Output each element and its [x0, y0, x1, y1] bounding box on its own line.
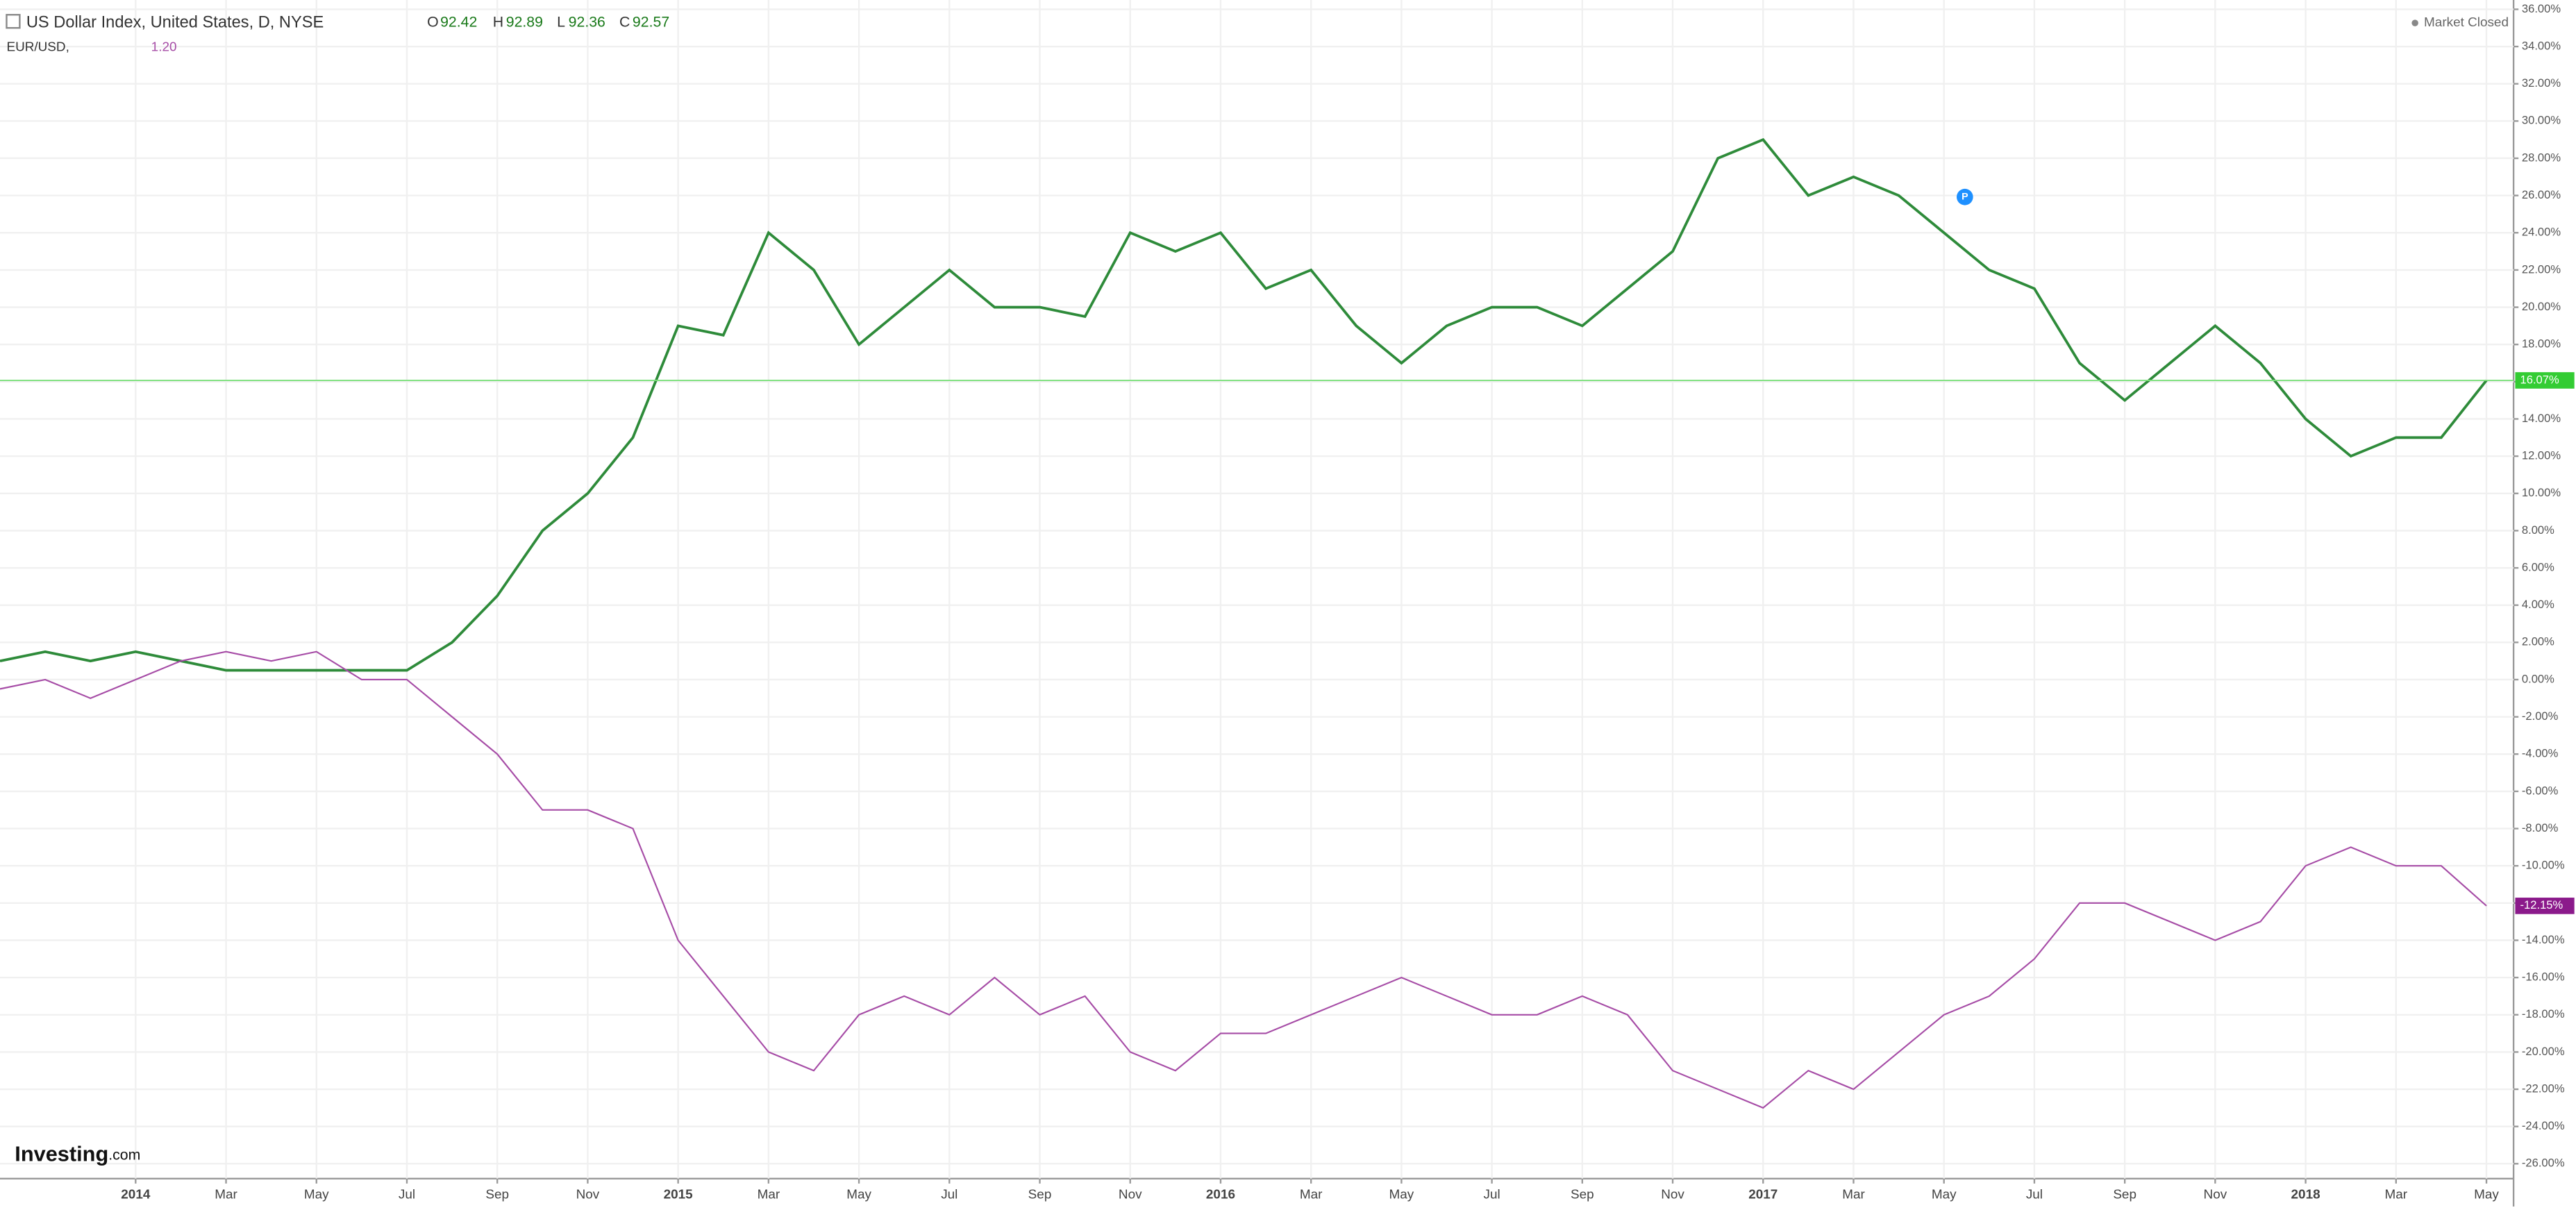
last-value-label: -12.15%: [2520, 898, 2564, 911]
x-tick-label: 2016: [1206, 1187, 1235, 1202]
x-tick-label: May: [304, 1187, 329, 1202]
logo-main: Investing: [15, 1142, 108, 1166]
x-tick-label: May: [846, 1187, 871, 1202]
y-tick-label: 2.00%: [2522, 635, 2554, 648]
x-tick-label: Mar: [758, 1187, 780, 1202]
y-tick-label: 36.00%: [2522, 2, 2561, 15]
x-tick-label: May: [1932, 1187, 1957, 1202]
y-tick-label: -6.00%: [2522, 784, 2559, 797]
event-marker-label: P: [1962, 192, 1968, 203]
y-tick-label: 24.00%: [2522, 226, 2561, 239]
x-tick-label: Sep: [1571, 1187, 1594, 1202]
y-tick-label: -20.00%: [2522, 1045, 2565, 1058]
y-tick-label: -2.00%: [2522, 709, 2559, 723]
x-tick-label: 2015: [664, 1187, 693, 1202]
y-tick-label: 30.00%: [2522, 114, 2561, 127]
y-tick-label: 28.00%: [2522, 151, 2561, 164]
y-tick-label: 6.00%: [2522, 560, 2554, 573]
x-tick-label: Nov: [1119, 1187, 1142, 1202]
status-dot: [2411, 19, 2418, 26]
series-line: [0, 650, 2487, 1109]
plot-area: [0, 137, 2514, 1109]
x-tick-label: 2014: [121, 1187, 151, 1202]
y-tick-label: -24.00%: [2522, 1119, 2565, 1132]
collapse-icon[interactable]: [6, 14, 21, 29]
event-marker[interactable]: [1956, 188, 1973, 205]
y-tick-label: -10.00%: [2522, 859, 2565, 872]
x-tick-label: Jul: [1484, 1187, 1500, 1202]
last-value-label: 16.07%: [2520, 373, 2559, 386]
y-tick-label: -14.00%: [2522, 933, 2565, 946]
x-tick-label: Jul: [399, 1187, 415, 1202]
y-tick-label: 10.00%: [2522, 486, 2561, 499]
y-tick-label: 12.00%: [2522, 449, 2561, 462]
x-tick-label: May: [2474, 1187, 2499, 1202]
x-tick-label: Nov: [2204, 1187, 2227, 1202]
y-tick-label: 32.00%: [2522, 76, 2561, 90]
logo: Investing.com: [15, 1142, 140, 1166]
y-tick-label: -22.00%: [2522, 1082, 2565, 1095]
ohlc-open-label: O: [427, 14, 439, 31]
last-value-box: [2515, 898, 2575, 914]
x-tick-label: Jul: [941, 1187, 957, 1202]
grid: [0, 0, 2514, 1179]
x-tick-label: Sep: [485, 1187, 509, 1202]
ohlc-low-label: L: [557, 14, 565, 31]
x-tick-label: Sep: [2113, 1187, 2136, 1202]
y-tick-label: 22.00%: [2522, 262, 2561, 276]
y-tick-label: -8.00%: [2522, 821, 2559, 834]
y-tick-label: 18.00%: [2522, 337, 2561, 351]
x-tick-label: 2017: [1748, 1187, 1778, 1202]
x-tick-label: Nov: [576, 1187, 600, 1202]
eur-value: 1.20: [151, 40, 177, 55]
last-value-box: [2515, 372, 2575, 389]
x-tick-label: Jul: [2026, 1187, 2043, 1202]
y-tick-label: 4.00%: [2522, 598, 2554, 611]
y-tick-label: -16.00%: [2522, 970, 2565, 984]
x-tick-label: Mar: [1842, 1187, 1865, 1202]
ohlc-close-label: C: [619, 14, 630, 31]
ohlc-open: 92.42: [440, 14, 477, 31]
ohlc-high: 92.89: [506, 14, 543, 31]
x-tick-label: 2018: [2291, 1187, 2320, 1202]
x-tick-label: Sep: [1028, 1187, 1052, 1202]
ohlc-high-label: H: [493, 14, 503, 31]
y-tick-label: -18.00%: [2522, 1007, 2565, 1020]
y-tick-label: 26.00%: [2522, 188, 2561, 201]
x-tick-label: May: [1389, 1187, 1414, 1202]
ohlc-close: 92.57: [633, 14, 669, 31]
y-tick-label: 8.00%: [2522, 523, 2554, 537]
logo-suffix: .com: [108, 1146, 140, 1163]
main-title: US Dollar Index, United States, D, NYSE: [26, 13, 324, 31]
x-tick-label: Mar: [1300, 1187, 1323, 1202]
ohlc-low: 92.36: [569, 14, 605, 31]
y-tick-label: 34.00%: [2522, 39, 2561, 52]
x-tick-label: Mar: [215, 1187, 237, 1202]
market-status: Market Closed: [2424, 15, 2509, 30]
y-tick-label: -26.00%: [2522, 1157, 2565, 1170]
y-tick-label: 14.00%: [2522, 412, 2561, 425]
series-line: [0, 137, 2488, 672]
x-tick-label: Nov: [1661, 1187, 1684, 1202]
x-tick-label: Mar: [2385, 1187, 2408, 1202]
y-tick-label: 0.00%: [2522, 672, 2554, 685]
y-tick-label: 20.00%: [2522, 300, 2561, 313]
legend-eur: EUR/USD,: [6, 40, 69, 55]
y-tick-label: -4.00%: [2522, 747, 2559, 760]
